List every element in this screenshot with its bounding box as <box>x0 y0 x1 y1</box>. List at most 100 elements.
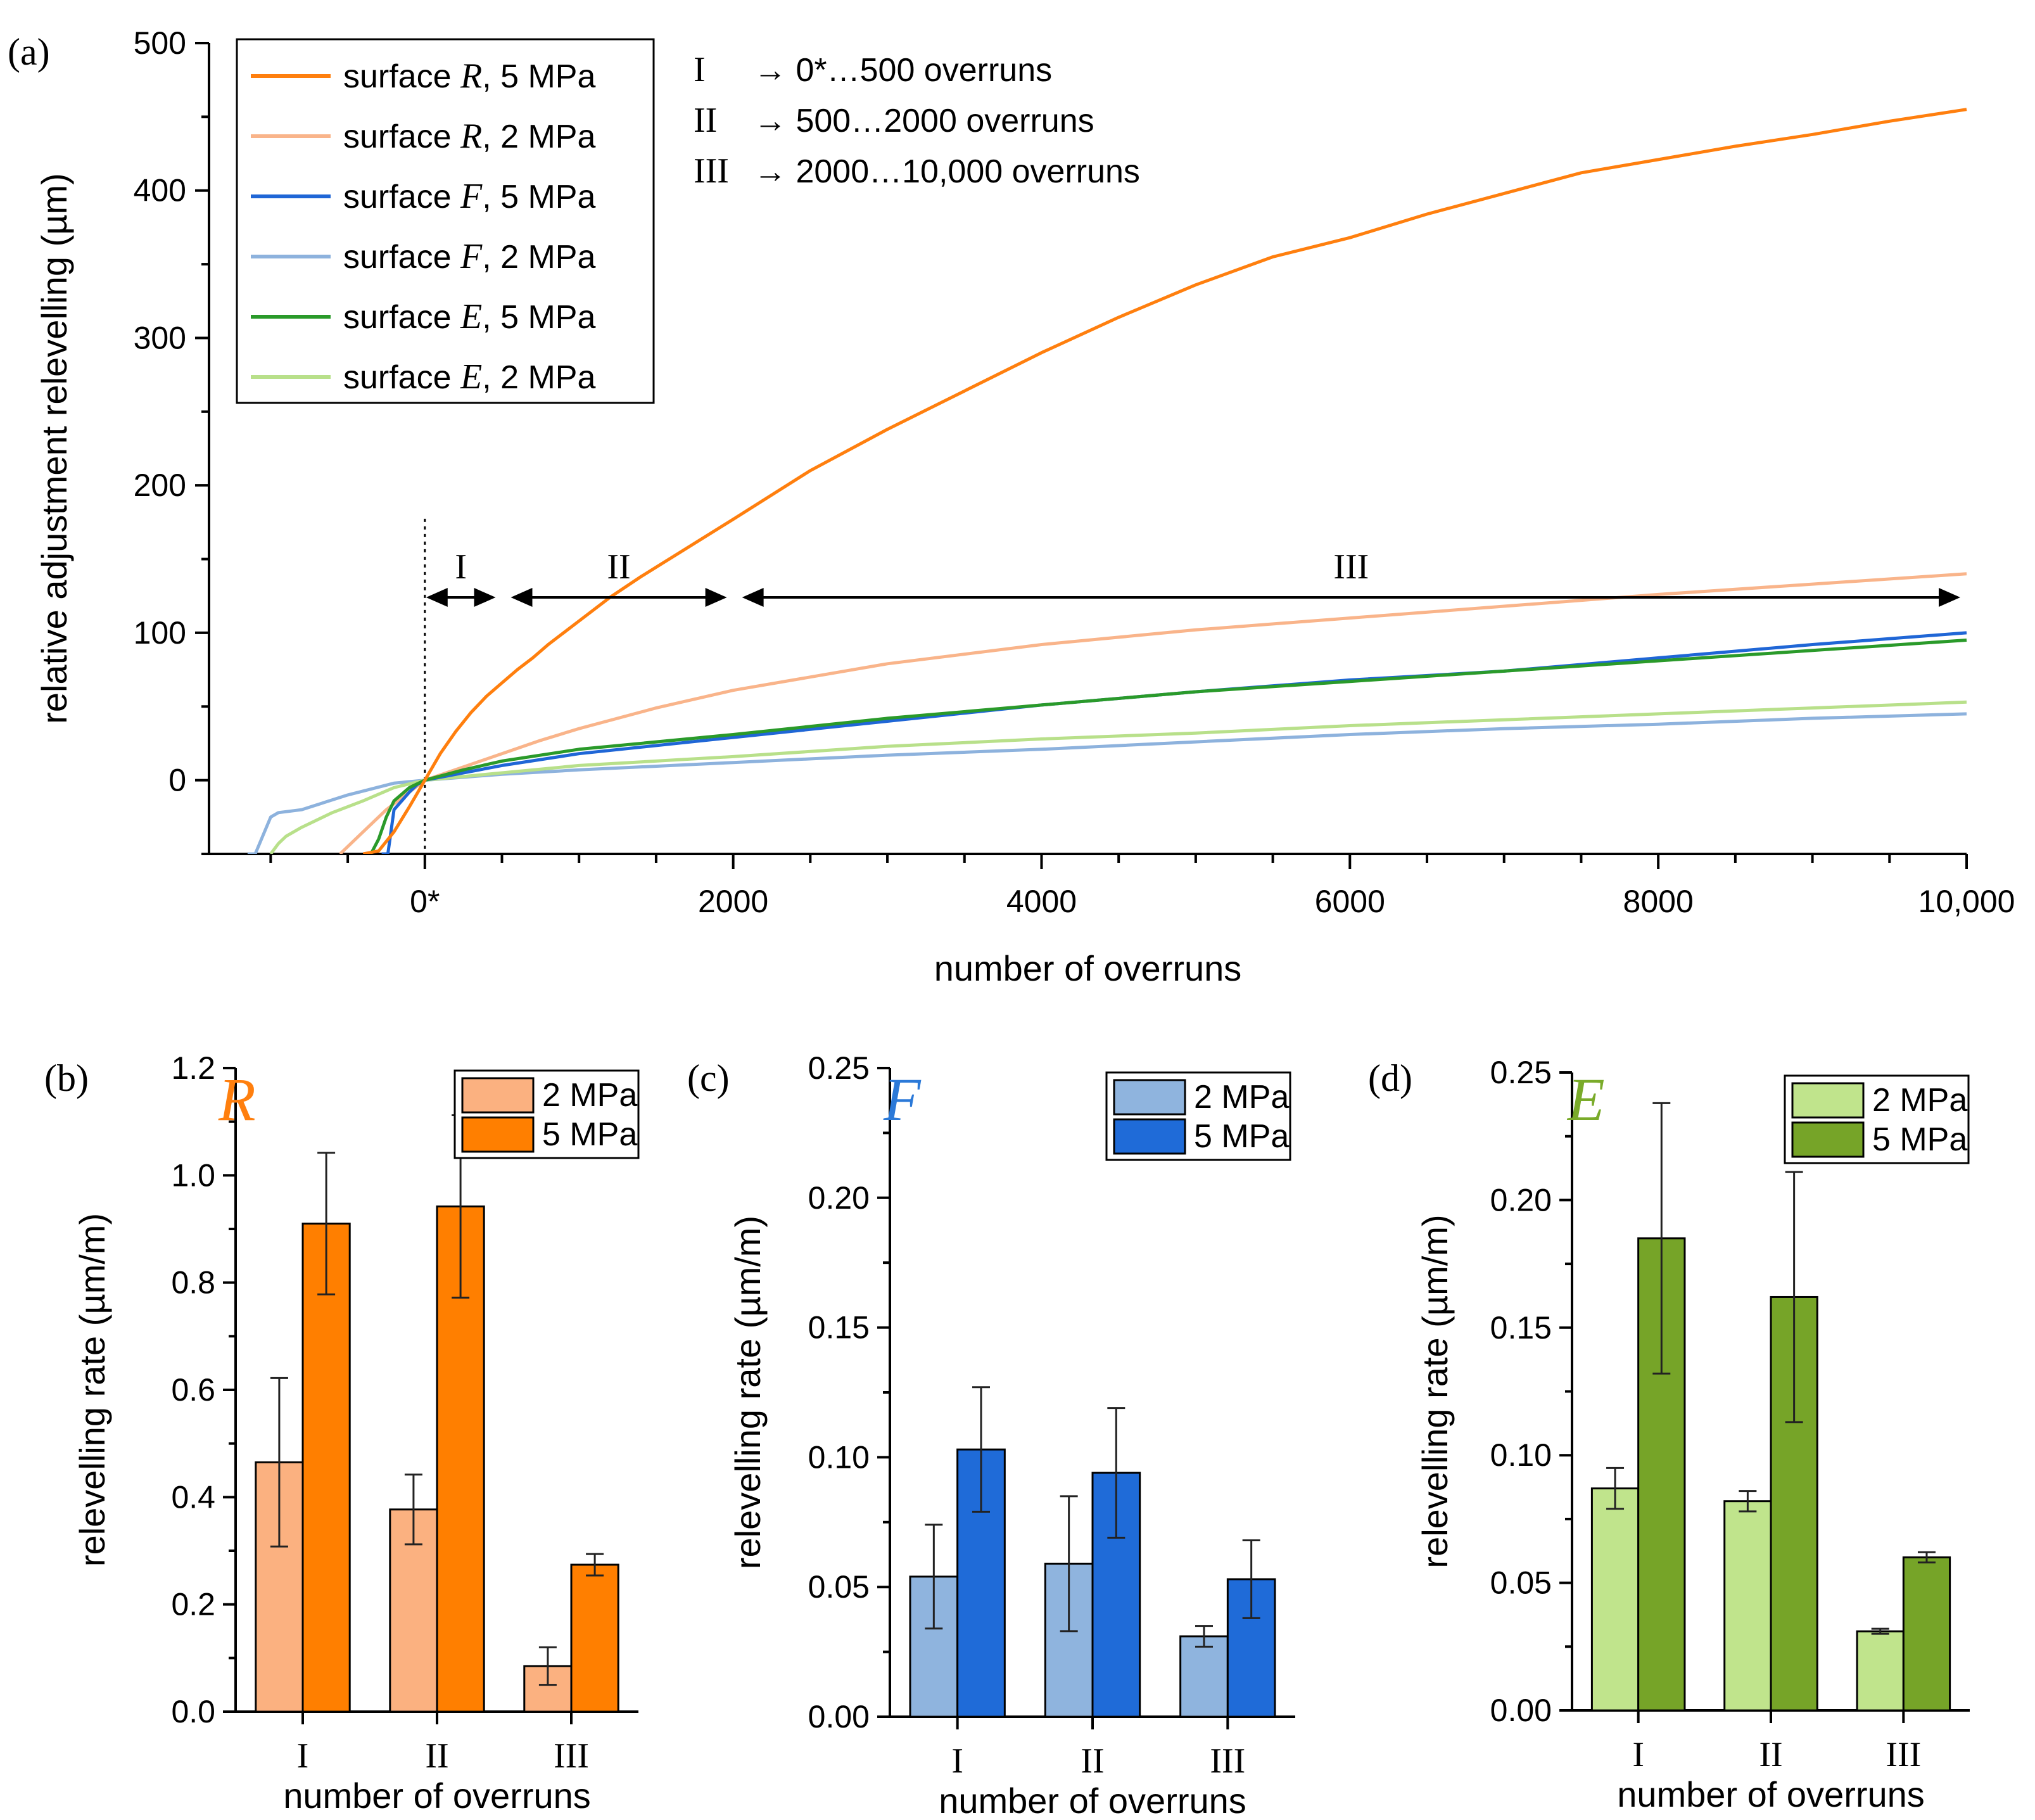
y-tick-label: 0.25 <box>1490 1055 1552 1090</box>
x-tick-label: I <box>297 1736 309 1776</box>
phase-note-roman: I <box>694 50 706 89</box>
x-axis-title: number of overruns <box>283 1776 591 1816</box>
x-axis-title: number of overruns <box>1617 1774 1925 1814</box>
y-tick-label: 0.20 <box>1490 1182 1552 1218</box>
y-tick-label: 1.0 <box>171 1157 215 1193</box>
arrow-head-left <box>510 588 533 608</box>
y-axis-title: relevelling rate (µm/m) <box>72 1213 112 1567</box>
arrow-head-left <box>742 588 764 608</box>
legend-entry: 5 MPa <box>542 1116 637 1153</box>
x-tick-label: III <box>1886 1735 1921 1774</box>
bar-2mpa <box>1856 1630 1905 1712</box>
x-tick-label: I <box>951 1741 963 1781</box>
bar-2mpa <box>1723 1500 1772 1712</box>
error-bar <box>586 1553 604 1577</box>
legend: surface R, 5 MPa surface R, 2 MPa surface … <box>236 38 655 404</box>
x-tick-label: 10,000 <box>1918 884 2015 919</box>
error-bar <box>1739 1490 1757 1513</box>
x-tick-label: 4000 <box>1006 884 1077 919</box>
x-tick-label: 0* <box>410 884 440 919</box>
legend-prefix: surface <box>343 299 460 336</box>
arrow-head-left <box>426 588 448 608</box>
phase-note-text: → 0*…500 overruns <box>754 52 1052 89</box>
phase-arrow-I: I <box>426 547 496 608</box>
y-tick-label: 0.20 <box>808 1180 870 1216</box>
y-tick-label: 1.2 <box>171 1050 215 1086</box>
legend-swatch <box>1113 1118 1186 1155</box>
arrow-head-right <box>1939 588 1960 608</box>
error-bar <box>925 1524 943 1630</box>
y-tick-label: 0.10 <box>808 1439 870 1475</box>
x-tick-label: I <box>1632 1735 1644 1774</box>
x-axis-title: number of overruns <box>934 948 1242 988</box>
y-tick-label: 0.25 <box>808 1050 870 1086</box>
legend-entry: 2 MPa <box>542 1077 637 1114</box>
legend-pressure: , 5 MPa <box>482 58 595 95</box>
error-bar <box>404 1473 422 1546</box>
x-tick-label: III <box>554 1736 589 1776</box>
error-bar <box>538 1646 557 1686</box>
error-bar <box>1107 1407 1125 1539</box>
panel-label: (d) <box>1368 1057 1412 1099</box>
y-tick-label: 0.05 <box>1490 1565 1552 1601</box>
legend-box <box>236 38 655 404</box>
y-tick-label: 500 <box>134 25 186 61</box>
y-tick-label: 0.6 <box>171 1372 215 1408</box>
legend-swatch <box>461 1077 535 1114</box>
x-tick-label: 6000 <box>1315 884 1385 919</box>
legend-swatch <box>1791 1121 1865 1158</box>
y-tick-label: 400 <box>134 173 186 208</box>
legend-entry: 5 MPa <box>1194 1118 1289 1155</box>
panel-label: (b) <box>44 1057 89 1099</box>
legend-prefix: surface <box>343 239 460 276</box>
legend-surface-symbol: F <box>460 177 483 216</box>
error-bar <box>1195 1625 1213 1648</box>
legend-entry-F5: surface F, 5 MPa <box>343 177 595 216</box>
legend-swatch <box>1791 1082 1865 1119</box>
legend-entry: 5 MPa <box>1872 1121 1967 1158</box>
y-tick-label: 0.00 <box>1490 1693 1552 1728</box>
y-tick-label: 0.00 <box>808 1699 870 1734</box>
legend-entry-R2: surface R, 2 MPa <box>343 117 595 156</box>
legend-pressure: , 5 MPa <box>482 299 595 336</box>
bar-2mpa <box>1179 1635 1229 1718</box>
error-bar <box>1785 1171 1803 1423</box>
y-tick-label: 100 <box>134 615 186 651</box>
x-tick-label: II <box>425 1736 448 1776</box>
legend-entry: 2 MPa <box>1872 1082 1967 1119</box>
series-line-R5 <box>362 108 1967 854</box>
arrow-head-right <box>705 588 727 608</box>
y-tick-label: 0.2 <box>171 1587 215 1622</box>
bar-5mpa <box>570 1563 619 1713</box>
y-tick-label: 0.4 <box>171 1479 215 1515</box>
panel-label: (a) <box>8 31 50 73</box>
legend-entry-R5: surface R, 5 MPa <box>343 56 595 96</box>
phase-note-roman: II <box>694 101 717 140</box>
y-axis-title: relevelling rate (µm/m) <box>728 1216 768 1569</box>
legend-entry-F2: surface F, 2 MPa <box>343 237 595 276</box>
legend-pressure: , 2 MPa <box>482 118 595 155</box>
x-tick-label: 8000 <box>1623 884 1694 919</box>
x-tick-label: 2000 <box>698 884 768 919</box>
panel-label: (c) <box>687 1057 730 1099</box>
phase-label: I <box>455 547 467 587</box>
legend-pressure: , 2 MPa <box>482 359 595 396</box>
y-tick-label: 0 <box>168 763 186 798</box>
legend-entry-E5: surface E, 5 MPa <box>343 297 595 336</box>
y-tick-label: 0.15 <box>1490 1310 1552 1346</box>
legend-entry: 2 MPa <box>1194 1079 1289 1116</box>
error-bar <box>1060 1495 1078 1632</box>
bar-5mpa <box>1902 1556 1951 1712</box>
phase-note-text: → 2000…10,000 overruns <box>754 153 1140 190</box>
y-tick-label: 200 <box>134 468 186 503</box>
error-bar <box>1606 1467 1625 1510</box>
y-tick-label: 0.8 <box>171 1265 215 1301</box>
panel-a: 0 100 200 300 400 500 0* 2000 4000 6000 8000 10,000… <box>8 25 2015 988</box>
panel-title: F <box>883 1066 922 1133</box>
panel-title: R <box>218 1066 256 1133</box>
